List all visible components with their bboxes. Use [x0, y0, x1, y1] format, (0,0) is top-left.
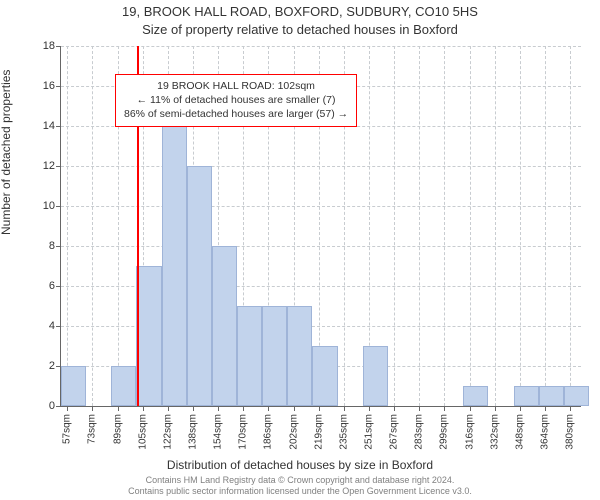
xtick-label: 251sqm [363, 414, 374, 450]
vgrid [495, 46, 496, 406]
footer-line2: Contains public sector information licen… [0, 486, 600, 497]
vgrid [92, 46, 93, 406]
bar [564, 386, 589, 406]
xtick-mark [118, 406, 119, 411]
bar [187, 166, 212, 406]
xtick-mark [369, 406, 370, 411]
xtick-label: 73sqm [87, 414, 98, 444]
xtick-mark [193, 406, 194, 411]
vgrid [570, 46, 571, 406]
xtick-mark [168, 406, 169, 411]
footer: Contains HM Land Registry data © Crown c… [0, 475, 600, 497]
annotation-line: 86% of semi-detached houses are larger (… [124, 107, 348, 121]
xtick-mark [520, 406, 521, 411]
ytick-label: 4 [49, 320, 61, 332]
xtick-mark [92, 406, 93, 411]
x-axis-label: Distribution of detached houses by size … [0, 458, 600, 472]
bar [162, 106, 187, 406]
xtick-mark [67, 406, 68, 411]
xtick-mark [268, 406, 269, 411]
ytick-label: 6 [49, 280, 61, 292]
vgrid [470, 46, 471, 406]
bar [111, 366, 136, 406]
ytick-label: 18 [43, 40, 61, 52]
ytick-label: 14 [43, 120, 61, 132]
bar [136, 266, 161, 406]
title-line2: Size of property relative to detached ho… [0, 22, 600, 38]
xtick-label: 299sqm [439, 414, 450, 450]
annotation-line: 19 BROOK HALL ROAD: 102sqm [124, 79, 348, 93]
xtick-mark [570, 406, 571, 411]
xtick-label: 348sqm [514, 414, 525, 450]
vgrid [419, 46, 420, 406]
chart-title: 19, BROOK HALL ROAD, BOXFORD, SUDBURY, C… [0, 4, 600, 39]
xtick-label: 316sqm [464, 414, 475, 450]
bar [212, 246, 237, 406]
xtick-mark [495, 406, 496, 411]
xtick-label: 57sqm [62, 414, 73, 444]
vgrid [67, 46, 68, 406]
bar [363, 346, 388, 406]
bar [61, 366, 86, 406]
bar [312, 346, 337, 406]
xtick-label: 138sqm [187, 414, 198, 450]
xtick-mark [143, 406, 144, 411]
xtick-label: 89sqm [112, 414, 123, 444]
vgrid [444, 46, 445, 406]
ytick-label: 0 [49, 400, 61, 412]
xtick-label: 186sqm [263, 414, 274, 450]
xtick-label: 283sqm [414, 414, 425, 450]
xtick-label: 219sqm [313, 414, 324, 450]
bar [262, 306, 287, 406]
ytick-label: 8 [49, 240, 61, 252]
y-axis-label: Number of detached properties [0, 70, 13, 235]
bar [287, 306, 312, 406]
xtick-mark [294, 406, 295, 411]
xtick-mark [394, 406, 395, 411]
xtick-label: 154sqm [213, 414, 224, 450]
ytick-label: 10 [43, 200, 61, 212]
xtick-label: 364sqm [539, 414, 550, 450]
annotation-line: ← 11% of detached houses are smaller (7) [124, 93, 348, 107]
chart-container: 19, BROOK HALL ROAD, BOXFORD, SUDBURY, C… [0, 0, 600, 500]
vgrid [545, 46, 546, 406]
bar [539, 386, 564, 406]
xtick-label: 332sqm [489, 414, 500, 450]
xtick-mark [344, 406, 345, 411]
vgrid [520, 46, 521, 406]
xtick-label: 380sqm [565, 414, 576, 450]
xtick-mark [545, 406, 546, 411]
ytick-label: 16 [43, 80, 61, 92]
vgrid [394, 46, 395, 406]
ytick-label: 2 [49, 360, 61, 372]
bar [237, 306, 262, 406]
xtick-mark [218, 406, 219, 411]
title-line1: 19, BROOK HALL ROAD, BOXFORD, SUDBURY, C… [0, 4, 600, 20]
plot-area: 02468101214161857sqm73sqm89sqm105sqm122s… [60, 46, 581, 407]
xtick-label: 235sqm [338, 414, 349, 450]
xtick-mark [444, 406, 445, 411]
xtick-mark [470, 406, 471, 411]
xtick-label: 202sqm [288, 414, 299, 450]
annotation-box: 19 BROOK HALL ROAD: 102sqm← 11% of detac… [115, 74, 357, 127]
xtick-mark [243, 406, 244, 411]
ytick-label: 12 [43, 160, 61, 172]
footer-line1: Contains HM Land Registry data © Crown c… [0, 475, 600, 486]
xtick-label: 122sqm [162, 414, 173, 450]
bar [514, 386, 539, 406]
xtick-label: 170sqm [238, 414, 249, 450]
xtick-label: 105sqm [137, 414, 148, 450]
xtick-label: 267sqm [389, 414, 400, 450]
xtick-mark [319, 406, 320, 411]
bar [463, 386, 488, 406]
xtick-mark [419, 406, 420, 411]
